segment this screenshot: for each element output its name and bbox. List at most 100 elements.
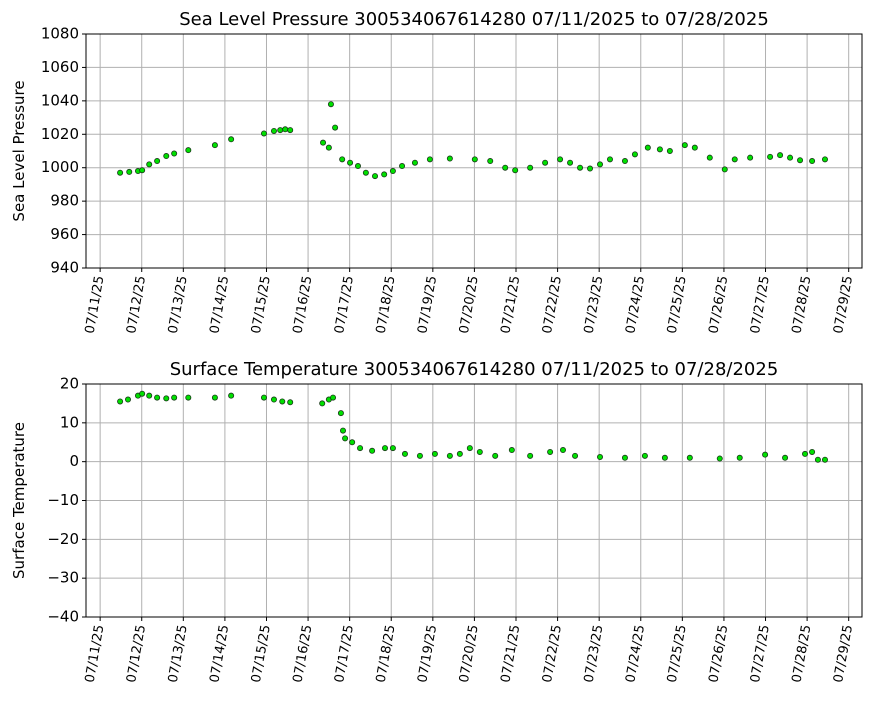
point (369, 447, 376, 454)
point (347, 159, 354, 166)
point (319, 400, 326, 407)
point (767, 153, 774, 160)
point (282, 126, 289, 133)
plot-frame (85, 383, 863, 618)
point (320, 139, 327, 146)
point (372, 173, 379, 180)
point (139, 390, 146, 397)
point (547, 448, 554, 455)
y-tick-label: −20 (47, 530, 79, 548)
point (340, 427, 347, 434)
y-tick-label: 1060 (41, 58, 79, 76)
point (411, 159, 418, 166)
point (146, 161, 153, 168)
point (260, 394, 267, 401)
point (666, 147, 673, 154)
point (163, 395, 170, 402)
y-tick-label: −10 (47, 491, 79, 509)
point (782, 454, 789, 461)
chart-title: Sea Level Pressure 300534067614280 07/11… (179, 9, 769, 30)
point (731, 156, 738, 163)
point (431, 450, 438, 457)
point (325, 144, 332, 151)
point (587, 165, 594, 172)
point (426, 156, 433, 163)
point (416, 452, 423, 459)
y-axis-label: Surface Temperature (10, 422, 28, 579)
point (228, 392, 235, 399)
y-tick-label: 1020 (41, 125, 79, 143)
point (809, 448, 816, 455)
point (277, 127, 284, 134)
point (146, 392, 153, 399)
point (762, 451, 769, 458)
point (382, 445, 389, 452)
point (357, 445, 364, 452)
point (559, 447, 566, 454)
point (487, 158, 494, 165)
point (527, 452, 534, 459)
point (270, 127, 277, 134)
point (389, 168, 396, 175)
point (577, 164, 584, 171)
point (471, 156, 478, 163)
point (502, 164, 509, 171)
point (260, 130, 267, 137)
point (621, 158, 628, 165)
point (211, 142, 218, 149)
y-tick-label: 980 (50, 192, 79, 210)
y-tick-label: 960 (50, 225, 79, 243)
point (787, 154, 794, 161)
point (342, 435, 349, 442)
point (125, 396, 132, 403)
point (332, 124, 339, 131)
point (641, 452, 648, 459)
point (542, 159, 549, 166)
point (661, 454, 668, 461)
point (339, 156, 346, 163)
point (797, 157, 804, 164)
point (681, 142, 688, 149)
point (270, 396, 277, 403)
point (446, 155, 453, 162)
point (171, 150, 178, 157)
point (802, 450, 809, 457)
point (171, 394, 178, 401)
point (327, 101, 334, 108)
point (597, 454, 604, 461)
point (572, 452, 579, 459)
point (117, 169, 124, 176)
point (330, 394, 337, 401)
point (349, 439, 356, 446)
point (211, 394, 218, 401)
y-tick-label: 1080 (41, 25, 79, 43)
point (185, 147, 192, 154)
point (777, 152, 784, 159)
point (126, 168, 133, 175)
point (631, 151, 638, 158)
point (821, 456, 828, 463)
point (567, 159, 574, 166)
point (747, 154, 754, 161)
point (287, 399, 294, 406)
point (821, 156, 828, 163)
y-tick-label: 1000 (41, 158, 79, 176)
point (466, 445, 473, 452)
point (287, 127, 294, 134)
point (228, 136, 235, 143)
point (185, 394, 192, 401)
point (656, 146, 663, 153)
point (686, 454, 693, 461)
y-axis-label: Sea Level Pressure (10, 80, 28, 221)
point (279, 398, 286, 405)
plot-frame (85, 33, 863, 269)
y-tick-label: 20 (60, 375, 79, 393)
point (597, 161, 604, 168)
y-tick-label: 1040 (41, 91, 79, 109)
point (476, 448, 483, 455)
point (706, 154, 713, 161)
point (154, 158, 161, 165)
y-tick-label: 10 (60, 413, 79, 431)
